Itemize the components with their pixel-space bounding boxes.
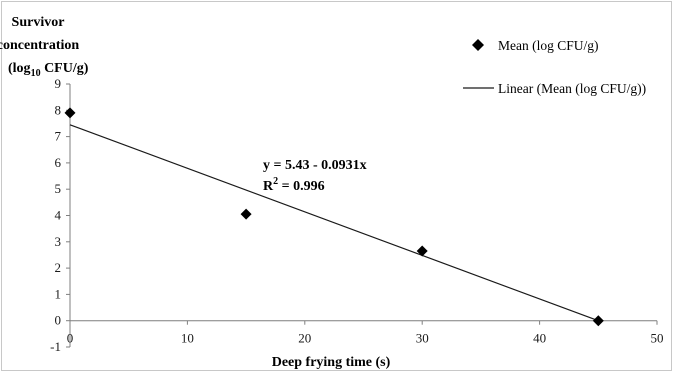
y-tick-label: 7 <box>55 129 62 144</box>
regression-equation: y = 5.43 - 0.0931x <box>263 158 367 173</box>
y-tick-label: -1 <box>50 339 61 354</box>
trendline-group <box>69 124 599 322</box>
y-tick-label: 0 <box>55 313 62 328</box>
legend-label-mean: Mean (log CFU/g) <box>498 38 599 53</box>
ylabel-line-3-tail: CFU/g) <box>41 61 89 76</box>
y-tick-label: 2 <box>55 260 62 275</box>
x-tick-label: 40 <box>533 331 546 346</box>
r2-prefix: R <box>263 179 274 194</box>
y-tick-label: 6 <box>55 155 62 170</box>
y-tick-label: 5 <box>55 181 62 196</box>
data-point <box>240 208 252 220</box>
legend-marker-diamond <box>472 39 484 51</box>
ylabel-line-3-prefix: (log <box>8 61 31 76</box>
y-tick-labels: -1 0 1 2 3 4 5 6 7 8 9 <box>50 76 61 354</box>
ylabel-line-1: Survivor <box>12 15 65 30</box>
xlabel: Deep frying time (s) <box>272 355 391 370</box>
y-tick-label: 1 <box>55 286 62 301</box>
axes <box>66 83 658 348</box>
ylabel-subscript: 10 <box>31 68 41 79</box>
r2-value: = 0.996 <box>278 179 324 194</box>
data-point <box>592 315 604 327</box>
y-tick-label: 8 <box>55 102 62 117</box>
trendline <box>69 124 599 322</box>
data-point <box>64 107 76 119</box>
x-tick-label: 10 <box>181 331 194 346</box>
r-squared: R2 = 0.996 <box>263 176 325 194</box>
x-tick-label: 0 <box>67 331 74 346</box>
y-tick-label: 4 <box>55 208 62 223</box>
x-tick-labels: 0 10 20 30 40 50 <box>67 331 664 346</box>
data-point <box>416 245 428 257</box>
y-tick-label: 3 <box>55 234 62 249</box>
ylabel-line-2: concentration <box>0 38 79 53</box>
y-tick-label: 9 <box>55 76 62 91</box>
legend-label-linear: Linear (Mean (log CFU/g)) <box>498 81 646 96</box>
data-points <box>64 107 604 327</box>
x-tick-label: 20 <box>298 331 311 346</box>
x-tick-label: 30 <box>416 331 429 346</box>
r2-superscript: 2 <box>273 176 278 187</box>
ylabel-line-3: (log10 CFU/g) <box>8 61 89 79</box>
x-tick-label: 50 <box>651 331 664 346</box>
legend: Mean (log CFU/g) Linear (Mean (log CFU/g… <box>463 38 646 96</box>
